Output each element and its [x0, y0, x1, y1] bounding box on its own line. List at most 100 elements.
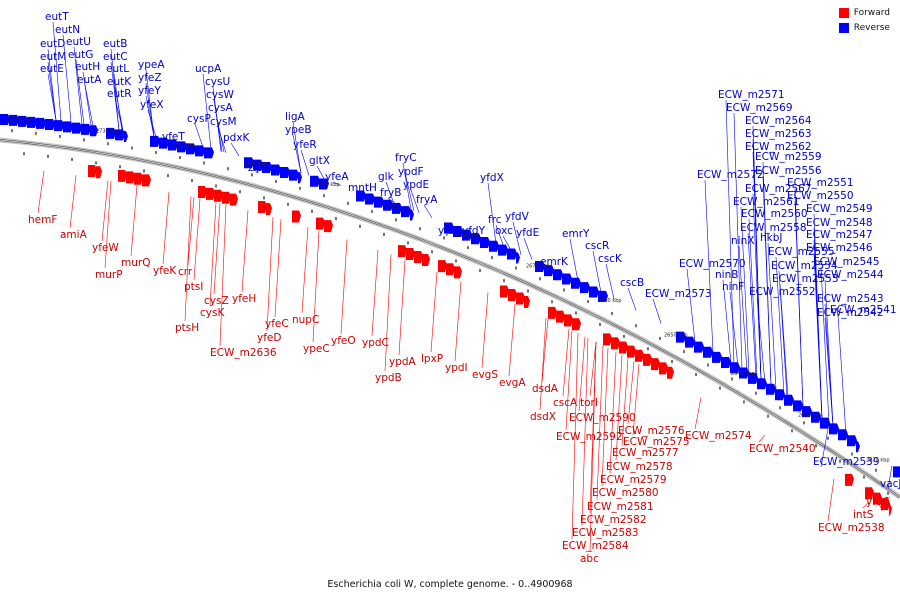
reverse-gene-label: frc	[488, 214, 502, 226]
forward-gene-label: yfeW	[92, 242, 119, 254]
reverse-gene-leader	[202, 73, 212, 150]
forward-gene-label: ECW_m2540	[749, 443, 816, 455]
forward-gene-label: amiA	[60, 229, 88, 241]
reverse-gene-leader	[147, 109, 157, 138]
reverse-gene-block	[106, 127, 116, 139]
forward-gene-label: ECW_m2582	[580, 514, 647, 526]
tick-label: 2700 kbp	[316, 182, 340, 188]
reverse-gene-label: eutK	[107, 76, 132, 88]
forward-gene-block	[454, 266, 462, 279]
reverse-gene-leader	[84, 84, 94, 126]
forward-gene-block	[564, 314, 573, 327]
reverse-gene-leader	[652, 298, 662, 324]
reverse-gene-label: ECW_m2549	[806, 203, 873, 215]
forward-gene-block	[881, 498, 890, 511]
reverse-gene-block	[544, 265, 554, 277]
forward-gene-block	[446, 263, 455, 276]
forward-gene-label: ypdC	[362, 337, 389, 349]
reverse-gene-label: pdxK	[223, 132, 251, 144]
reverse-gene-label: ninB	[715, 269, 738, 281]
reverse-gene-label: emrK	[540, 256, 569, 268]
forward-gene-leader	[694, 397, 702, 430]
forward-gene-leader	[571, 333, 579, 540]
reverse-gene-leader	[52, 21, 62, 122]
forward-gene-leader	[241, 210, 249, 293]
forward-gene-label: intS	[853, 509, 874, 521]
reverse-gene-label: eutN	[55, 24, 80, 36]
forward-gene-label: yfdC	[866, 496, 890, 508]
reverse-gene-label: yfdX	[480, 172, 504, 184]
reverse-gene-block	[444, 222, 454, 234]
reverse-gene-block	[374, 196, 384, 208]
reverse-gene-label: cysA	[208, 102, 233, 114]
reverse-gene-leader	[217, 126, 227, 153]
tick-label: 2640 kbp	[731, 371, 755, 377]
reverse-gene-leader	[114, 98, 124, 131]
legend-reverse: Reverse	[838, 23, 890, 33]
reverse-gene-label: ECW_m2558	[740, 222, 807, 234]
forward-gene-label: yfeD	[257, 332, 281, 344]
forward-gene-block	[627, 345, 636, 358]
reverse-gene-block	[81, 123, 91, 135]
forward-gene-block	[422, 253, 430, 266]
reverse-gene-leader	[837, 314, 847, 435]
reverse-gene-label: eutD	[40, 38, 65, 50]
reverse-gene-label: ucpA	[195, 63, 222, 75]
reverse-gene-label: ECW_m2559	[755, 151, 822, 163]
forward-gene-label: cysK	[200, 307, 225, 319]
legend-reverse-label: Reverse	[853, 23, 890, 33]
forward-gene-label: ECW_m2583	[572, 527, 639, 539]
reverse-gene-label: ECW_m2544	[817, 269, 884, 281]
reverse-gene-block	[589, 286, 599, 298]
reverse-gene-label: gltX	[309, 155, 330, 167]
reverse-gene-leader	[523, 237, 533, 260]
forward-gene-block	[619, 341, 628, 354]
reverse-gene-block	[489, 240, 499, 252]
reverse-gene-label: ECW_m2543	[817, 293, 884, 305]
forward-gene-leader	[578, 336, 586, 412]
reverse-gene-label: yfeR	[293, 139, 317, 151]
reverse-gene-label: yfeA	[325, 171, 349, 183]
reverse-gene-label: ypeA	[138, 59, 165, 71]
forward-gene-leader	[589, 341, 597, 397]
forward-gene-leader	[162, 191, 170, 265]
legend: Forward Reverse	[838, 8, 890, 38]
reverse-swatch	[838, 23, 849, 33]
reverse-gene-block	[0, 114, 10, 125]
forward-gene-label: torI	[580, 397, 598, 409]
reverse-gene-leader	[775, 256, 785, 395]
forward-gene-label: ECW_m2584	[562, 540, 629, 552]
forward-gene-block	[142, 174, 151, 187]
reverse-gene-label: yfdZ	[438, 225, 462, 237]
reverse-gene-label: cscB	[620, 277, 644, 289]
reverse-gene-leader	[592, 250, 602, 293]
reverse-gene-label: cscR	[585, 240, 609, 252]
reverse-gene-block	[847, 435, 857, 447]
forward-gene-label: ptsH	[175, 322, 199, 334]
reverse-gene-leader	[145, 82, 155, 137]
reverse-gene-leader	[887, 465, 893, 490]
reverse-gene-label: ECW_m2552	[749, 286, 816, 298]
forward-gene-leader	[596, 345, 604, 501]
forward-gene-block	[118, 169, 127, 182]
forward-gene-label: lpxP	[421, 353, 443, 365]
forward-gene-leader	[562, 328, 570, 397]
reverse-gene-block	[766, 383, 776, 395]
reverse-gene-block	[498, 244, 508, 256]
reverse-gene-leader	[767, 242, 777, 390]
forward-gene-leader	[539, 317, 547, 411]
forward-gene-block	[500, 285, 509, 298]
forward-gene-label: ypdA	[389, 356, 417, 368]
reverse-gene-label: fryA	[416, 194, 438, 206]
reverse-gene-label: ECW_m2560	[741, 208, 808, 220]
reverse-gene-block	[784, 394, 794, 406]
reverse-gene-block	[401, 206, 411, 218]
reverse-gene-block	[480, 237, 490, 249]
reverse-gene-block	[553, 269, 563, 281]
forward-gene-leader	[875, 494, 883, 511]
reverse-gene-leader	[605, 263, 615, 299]
reverse-gene-leader	[779, 283, 789, 398]
reverse-gene-block	[793, 400, 803, 412]
reverse-gene-block	[280, 167, 290, 179]
